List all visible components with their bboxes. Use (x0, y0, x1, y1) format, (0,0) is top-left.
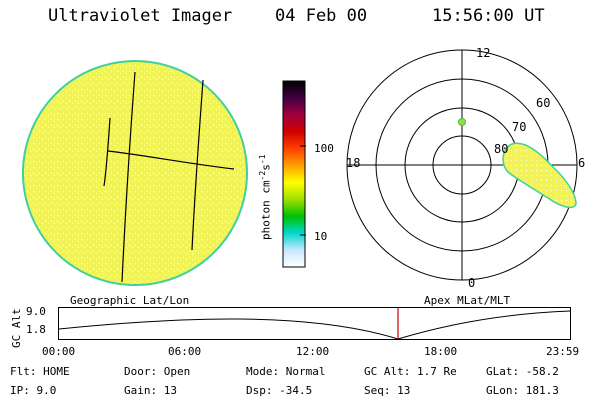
lat-lon-grid-lines (103, 71, 235, 283)
date-label: 04 Feb 00 (275, 6, 368, 26)
mlt-label-top: 12 (476, 46, 491, 60)
seq-value: Seq: 13 (364, 384, 411, 397)
gc-alt-value: GC Alt: 1.7 Re (364, 365, 457, 378)
x-tick-4: 23:59 (546, 345, 580, 358)
ip-value: IP: 9.0 (10, 384, 57, 397)
gc-alt-axis-label: GC Alt (10, 308, 23, 348)
glon-value: GLon: 181.3 (486, 384, 559, 397)
x-tick-1: 06:00 (168, 345, 202, 358)
auroral-spot (458, 118, 466, 126)
polar-mlat-mlt-plot (346, 49, 578, 281)
instrument-title: Ultraviolet Imager (48, 6, 233, 26)
auroral-oval-patch (502, 142, 577, 209)
geographic-panel-label: Geographic Lat/Lon (70, 294, 190, 307)
lat-label-60: 60 (536, 96, 551, 110)
door-status: Door: Open (124, 365, 191, 378)
altitude-curve-left (58, 318, 399, 340)
geographic-disk-image (22, 60, 248, 286)
earth-disk (22, 60, 248, 286)
mlt-label-right: 6 (578, 156, 586, 170)
colorbar-unit-label: photon cm-2s-1 (258, 154, 273, 240)
flt-status: Flt: HOME (10, 365, 70, 378)
time-label: 15:56:00 UT (432, 6, 545, 26)
lat-label-70: 70 (512, 120, 527, 134)
altitude-curve-right (397, 310, 571, 340)
colorbar-gradient (282, 80, 306, 268)
x-tick-3: 18:00 (424, 345, 458, 358)
color-scale-bar (282, 80, 306, 268)
alt-tick-high: 9.0 (26, 305, 46, 318)
altitude-time-plot (58, 307, 571, 340)
x-tick-0: 00:00 (42, 345, 76, 358)
x-tick-2: 12:00 (296, 345, 330, 358)
mlt-label-bottom: 0 (468, 276, 476, 290)
mode-status: Mode: Normal (246, 365, 326, 378)
alt-tick-low: 1.8 (26, 323, 46, 336)
colorbar-tick-10: 10 (314, 230, 328, 243)
lat-label-80: 80 (494, 142, 509, 156)
dsp-value: Dsp: -34.5 (246, 384, 313, 397)
glat-value: GLat: -58.2 (486, 365, 559, 378)
mlt-label-left: 18 (346, 156, 361, 170)
apex-panel-label: Apex MLat/MLT (424, 294, 511, 307)
colorbar-tick-100: 100 (314, 142, 334, 155)
gain-value: Gain: 13 (124, 384, 177, 397)
